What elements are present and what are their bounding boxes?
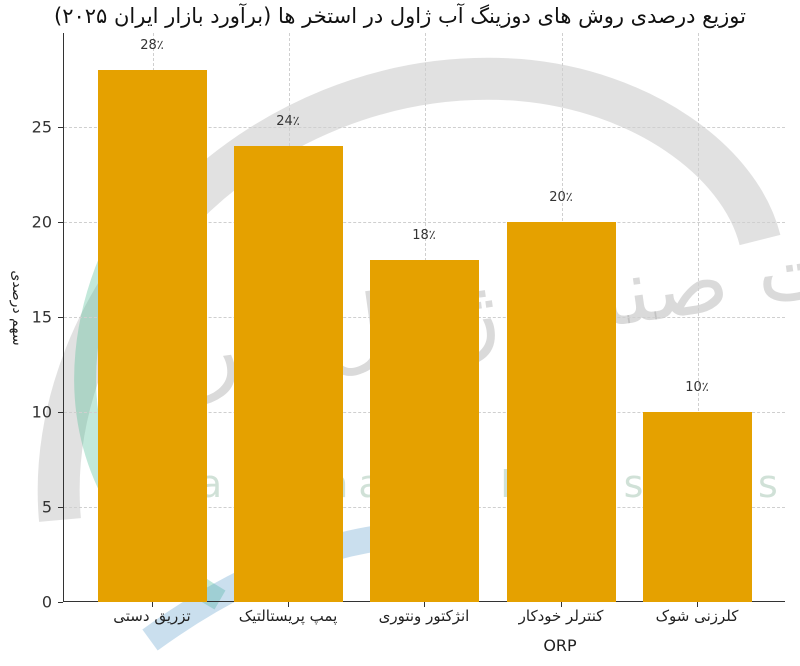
y-tick-mark: [58, 317, 63, 318]
gridline-horizontal: [64, 127, 785, 128]
bar-value-label: 28٪: [140, 38, 164, 53]
bar[interactable]: [506, 222, 616, 602]
y-tick-label: 20: [31, 212, 52, 232]
y-tick-label: 15: [31, 307, 52, 327]
y-tick-label: 10: [31, 402, 52, 422]
y-tick-mark: [58, 507, 63, 508]
y-tick-mark: [58, 602, 63, 603]
x-tick-mark: [697, 602, 698, 607]
gridline-horizontal: [64, 222, 785, 223]
x-tick-label: کلرزنی شوک: [655, 607, 739, 625]
x-tick-mark: [152, 602, 153, 607]
x-tick-label: پمپ پریستالتیک: [238, 607, 338, 625]
x-axis-label: ORP: [543, 636, 577, 655]
y-tick-label: 25: [31, 117, 52, 137]
bar[interactable]: [369, 260, 479, 602]
y-tick-label: 5: [41, 497, 52, 517]
chart-title: توزیع درصدی روش های دوزینگ آب ژاول در اس…: [53, 4, 746, 28]
bar-value-label: 24٪: [276, 114, 300, 129]
bar-value-label: 18٪: [412, 228, 436, 243]
x-tick-label: کنترلر خودکار: [518, 607, 604, 625]
y-tick-label: 0: [41, 592, 52, 612]
x-tick-label: تزریق دستی: [113, 607, 191, 625]
bar-value-label: 10٪: [685, 380, 709, 395]
bar-value-label: 20٪: [549, 190, 573, 205]
x-tick-mark: [424, 602, 425, 607]
y-tick-mark: [58, 127, 63, 128]
bar[interactable]: [642, 412, 752, 602]
gridline-vertical: [698, 33, 699, 601]
y-tick-mark: [58, 222, 63, 223]
x-tick-mark: [561, 602, 562, 607]
x-tick-mark: [288, 602, 289, 607]
x-tick-label: انژکتور ونتوری: [378, 607, 470, 625]
bar[interactable]: [233, 146, 343, 602]
bar[interactable]: [97, 70, 207, 602]
y-tick-mark: [58, 412, 63, 413]
